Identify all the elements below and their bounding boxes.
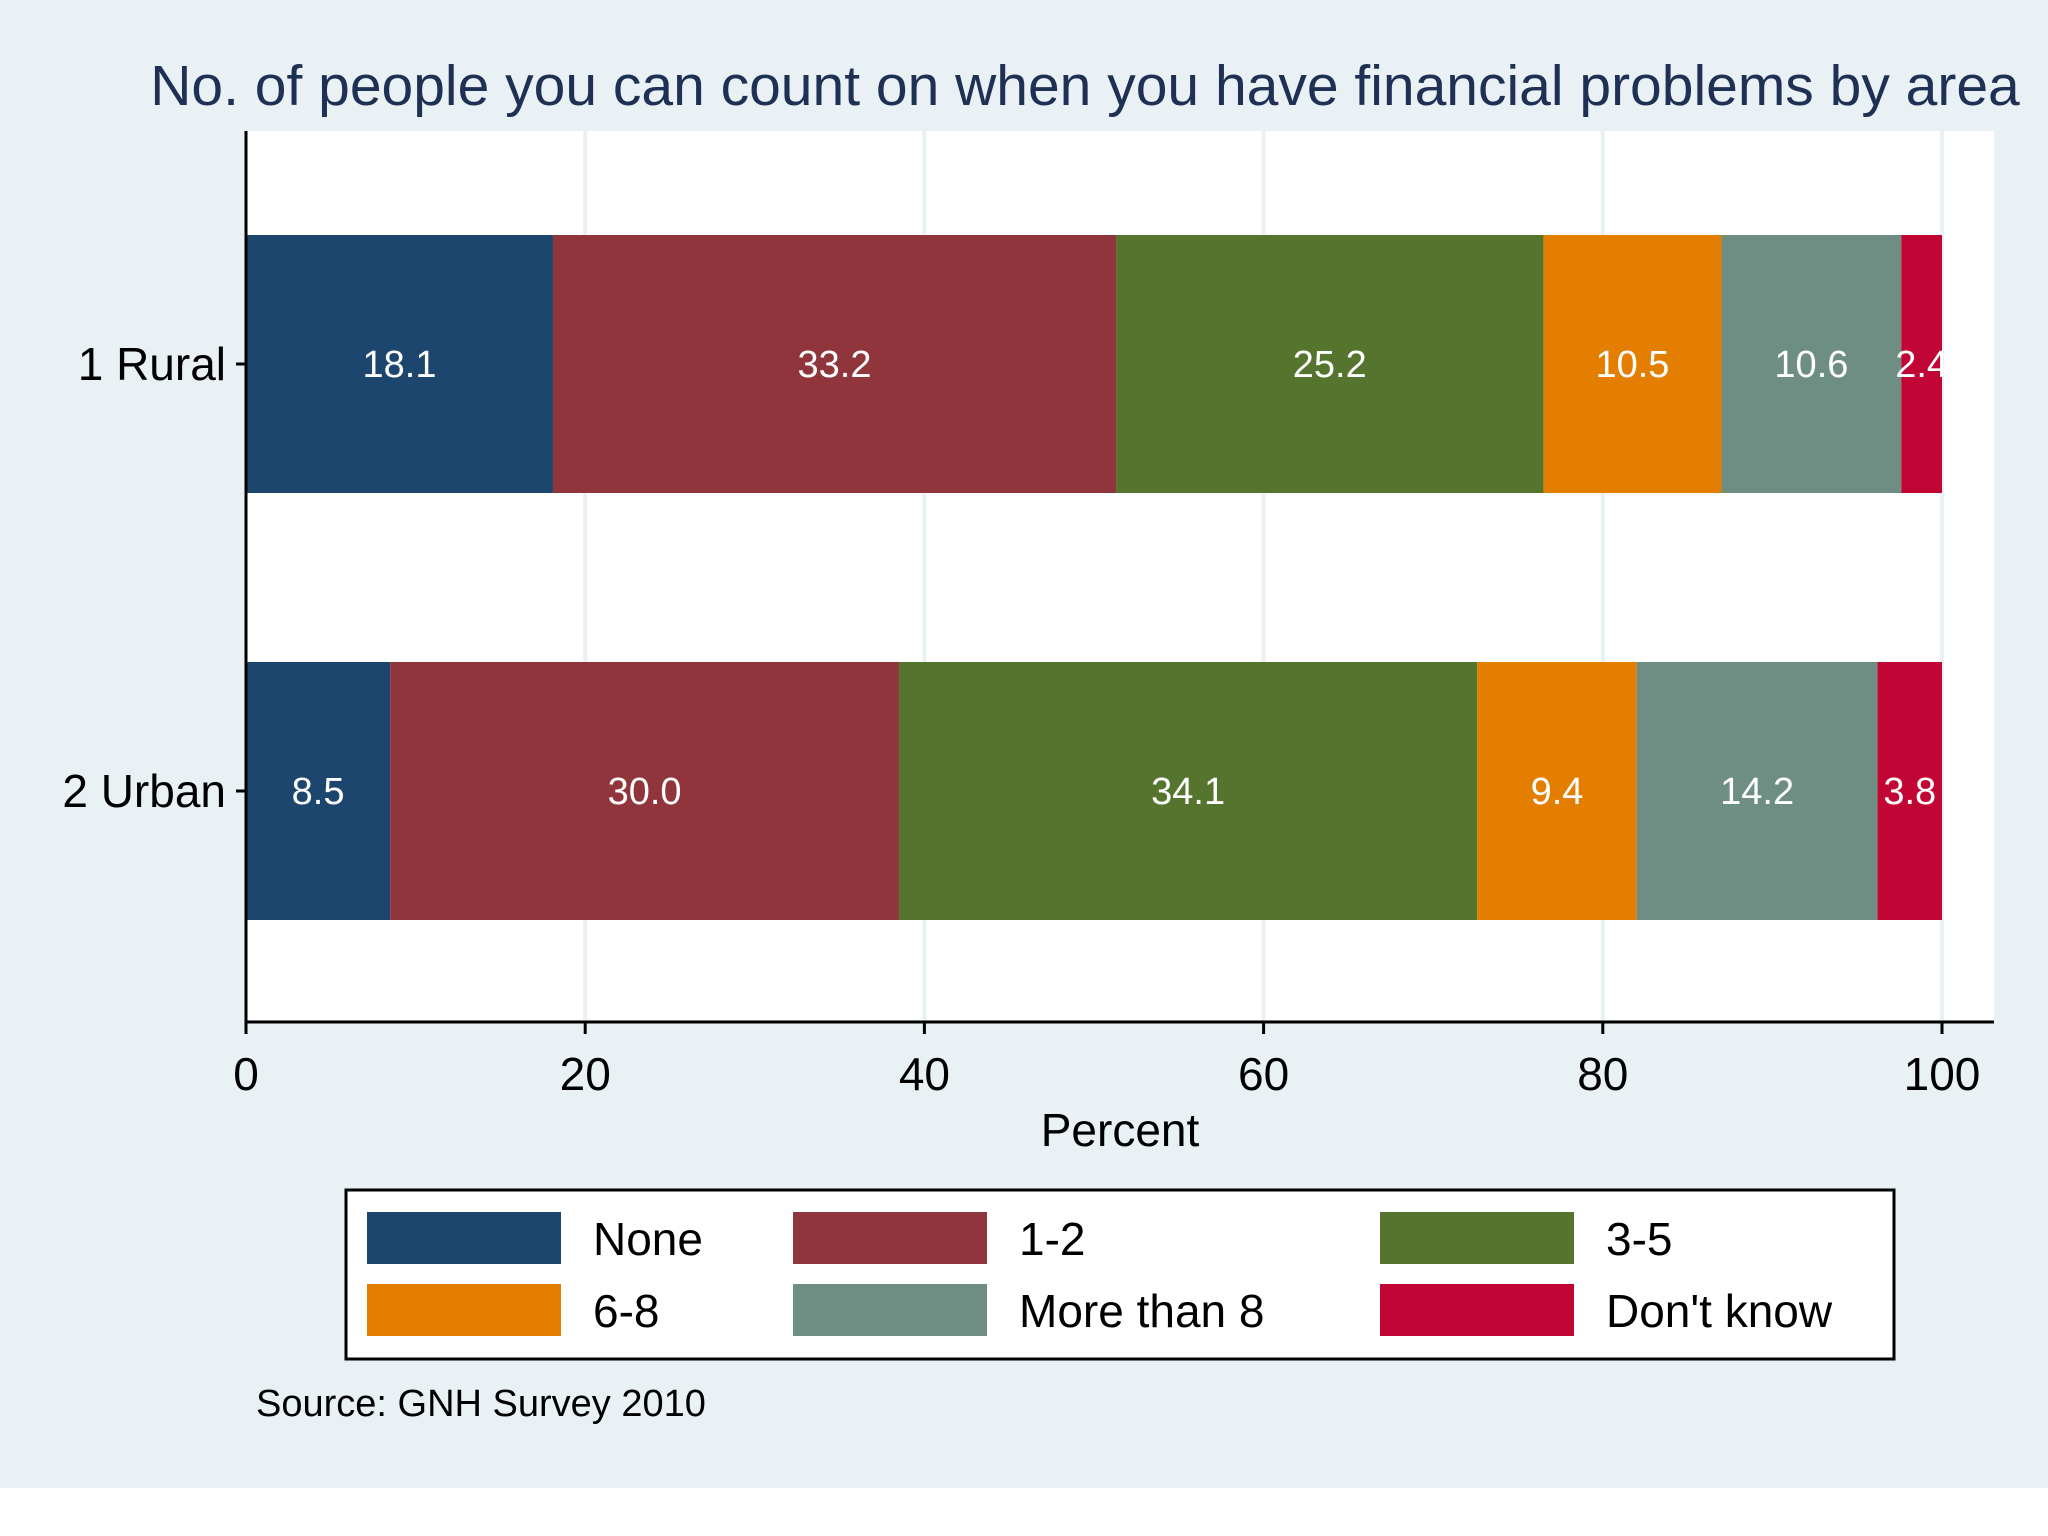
bar-segment <box>1901 235 1942 493</box>
bar-value-label: 10.6 <box>1774 344 1848 386</box>
legend: None 1-2 3-5 6-8 More than 8 Don't know <box>367 1212 1833 1337</box>
x-axis-title: Percent <box>1041 1104 1200 1156</box>
x-tick-label: 20 <box>560 1048 611 1100</box>
bar-segment <box>1636 662 1878 920</box>
bar-value-label: 18.1 <box>363 344 437 386</box>
x-tick-label: 80 <box>1577 1048 1628 1100</box>
bar-segment <box>1721 235 1902 493</box>
x-tick-label: 100 <box>1904 1048 1981 1100</box>
bar-value-label: 30.0 <box>608 771 682 813</box>
bar-value-label: 25.2 <box>1293 344 1367 386</box>
legend-box <box>344 1188 1896 1361</box>
legend-swatch <box>1380 1212 1574 1264</box>
bar-segment <box>390 662 899 920</box>
bar-value-label: 2.4 <box>1895 344 1948 386</box>
chart-title: No. of people you can count on when you … <box>150 54 2020 118</box>
bar-segment <box>1877 662 1942 920</box>
legend-label: More than 8 <box>1019 1285 1264 1337</box>
legend-swatch <box>793 1284 987 1336</box>
bar-value-label: 34.1 <box>1151 771 1225 813</box>
bar-segment <box>246 662 391 920</box>
legend-label: 3-5 <box>1606 1213 1672 1265</box>
bar-segment <box>1543 235 1722 493</box>
bars <box>246 235 1942 920</box>
bar-value-label: 9.4 <box>1531 771 1584 813</box>
chart-root: No. of people you can count on when you … <box>0 0 2048 1488</box>
bar-segment <box>552 235 1117 493</box>
legend-swatch <box>367 1212 561 1264</box>
legend-label: Don't know <box>1606 1285 1833 1337</box>
legend-swatch <box>367 1284 561 1336</box>
y-tick-label: 2 Urban <box>62 765 226 817</box>
legend-swatch <box>793 1212 987 1264</box>
x-tick-label: 0 <box>233 1048 259 1100</box>
bar-segment <box>1116 235 1544 493</box>
bar-segment <box>1477 662 1637 920</box>
bar-labels: 18.1 33.2 25.2 10.5 10.6 2.4 8.5 30.0 34.1 9.4 14.… <box>292 344 1948 813</box>
bar-segment <box>246 235 553 493</box>
bar-segment <box>898 662 1478 920</box>
legend-label: 1-2 <box>1019 1213 1085 1265</box>
bar-value-label: 14.2 <box>1720 771 1794 813</box>
y-axis-ticks: 1 Rural 2 Urban <box>62 338 246 817</box>
source-note: Source: GNH Survey 2010 <box>256 1383 706 1425</box>
x-tick-label: 40 <box>899 1048 950 1100</box>
x-axis-ticks: 0 20 40 60 80 100 <box>233 1022 1980 1100</box>
y-tick-label: 1 Rural <box>78 338 226 390</box>
bar-value-label: 10.5 <box>1595 344 1669 386</box>
bar-value-label: 3.8 <box>1883 771 1936 813</box>
legend-swatch <box>1380 1284 1574 1336</box>
bar-value-label: 33.2 <box>798 344 872 386</box>
bar-value-label: 8.5 <box>292 771 345 813</box>
stacked-bar-chart: No. of people you can count on when you … <box>62 54 2020 1425</box>
legend-label: None <box>593 1213 703 1265</box>
x-tick-label: 60 <box>1238 1048 1289 1100</box>
legend-label: 6-8 <box>593 1285 659 1337</box>
